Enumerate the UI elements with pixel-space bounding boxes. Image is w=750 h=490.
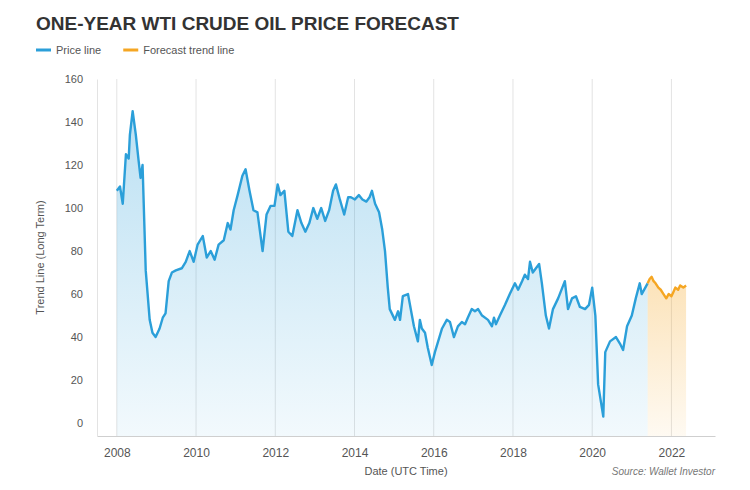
legend-item: Price line <box>36 44 101 56</box>
tick: 2016 <box>421 436 448 460</box>
tick-label: 40 <box>71 331 83 343</box>
axis-line <box>97 80 98 437</box>
y-axis: 0 20 40 60 80 100 120 140 160 <box>65 73 98 436</box>
plot-area <box>117 111 686 436</box>
tick-label: 0 <box>77 417 83 429</box>
tick-label: 2010 <box>183 446 210 460</box>
tick: 100 <box>65 202 97 214</box>
tick: 2018 <box>500 436 527 460</box>
x-axis-title: Date (UTC Time) <box>364 465 447 477</box>
tick: 120 <box>65 159 97 171</box>
tick: 2012 <box>262 436 289 460</box>
tick-label: 160 <box>65 73 83 85</box>
tick: 40 <box>71 331 97 343</box>
legend-swatch <box>123 49 138 52</box>
tick-label: 120 <box>65 159 83 171</box>
tick-label: 60 <box>71 288 83 300</box>
tick: 2014 <box>342 436 369 460</box>
tick-label: 100 <box>65 202 83 214</box>
tick-label: 2008 <box>104 446 131 460</box>
tick-label: 2022 <box>659 446 686 460</box>
x-axis: 2008 2010 2012 2014 2016 2018 2020 2022 <box>98 436 716 460</box>
tick-label: 20 <box>71 374 83 386</box>
legend-item: Forecast trend line <box>123 44 234 56</box>
tick: 160 <box>65 73 97 85</box>
tick-label: 2018 <box>500 446 527 460</box>
chart: ONE-YEAR WTI CRUDE OIL PRICE FORECAST Pri… <box>0 0 750 490</box>
legend-swatch <box>36 49 51 52</box>
source: Source: Wallet Investor <box>612 466 716 477</box>
title: ONE-YEAR WTI CRUDE OIL PRICE FORECAST <box>36 13 459 34</box>
line <box>117 111 648 416</box>
tick: 2008 <box>104 436 131 460</box>
tick: 20 <box>71 374 97 386</box>
tick: 60 <box>71 288 97 300</box>
legend-label: Price line <box>56 44 101 56</box>
line <box>648 277 686 299</box>
tick-label: 140 <box>65 116 83 128</box>
area <box>117 111 648 436</box>
legend: Price line Forecast trend line <box>36 44 234 56</box>
tick-label: 2014 <box>342 446 369 460</box>
legend-label: Forecast trend line <box>143 44 234 56</box>
tick-label: 2012 <box>262 446 289 460</box>
tick: 140 <box>65 116 97 128</box>
y-axis-title: Trend Line (Long Term) <box>34 200 46 314</box>
tick-label: 2020 <box>579 446 606 460</box>
tick: 2020 <box>579 436 606 460</box>
grid <box>117 79 672 436</box>
tick: 80 <box>71 245 97 257</box>
axis-line <box>98 436 716 437</box>
tick-label: 80 <box>71 245 83 257</box>
tick: 2022 <box>659 436 686 460</box>
tick-label: 2016 <box>421 446 448 460</box>
tick: 2010 <box>183 436 210 460</box>
tick: 0 <box>77 417 97 429</box>
area <box>648 277 686 436</box>
